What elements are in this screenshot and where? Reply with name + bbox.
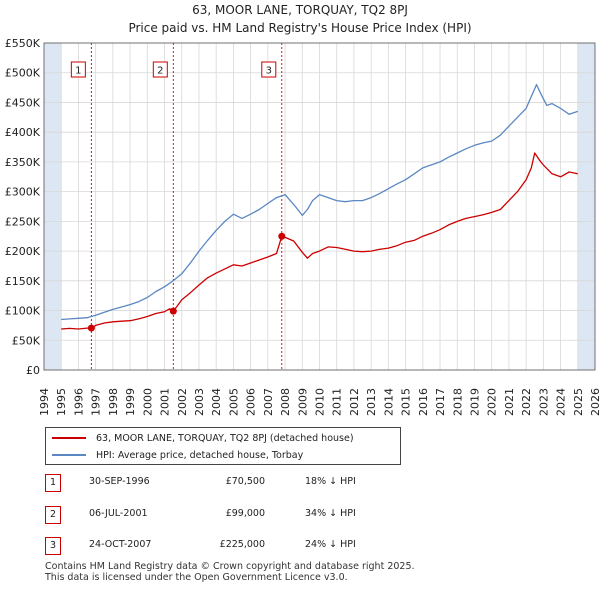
transaction-number: 2 [45,506,61,524]
x-tick-label: 2023 [537,388,550,416]
x-tick-label: 2001 [159,388,172,416]
x-tick-label: 1996 [72,388,85,416]
y-tick-label: £500K [5,67,41,80]
y-tick-label: £350K [5,156,41,169]
x-tick-label: 2018 [451,388,464,416]
x-tick-label: 2002 [176,388,189,416]
y-tick-label: £450K [5,96,41,109]
transaction-date: 30-SEP-1996 [89,476,150,487]
transaction-label-text: 1 [75,66,81,77]
x-tick-label: 2003 [193,388,206,416]
x-tick-label: 2013 [365,388,378,416]
x-tick-label: 2014 [382,388,395,416]
footer-line-1: Contains HM Land Registry data © Crown c… [45,561,415,572]
x-tick-label: 2020 [486,388,499,416]
transaction-label-text: 3 [266,66,272,77]
x-tick-label: 2009 [296,388,309,416]
x-tick-label: 2016 [417,388,430,416]
transaction-point [169,307,177,315]
transaction-label-box [152,61,168,78]
y-tick-label: £150K [5,275,41,288]
x-tick-label: 2004 [210,388,223,416]
transaction-price: £225,000 [219,539,265,550]
y-tick-label: £300K [5,186,41,199]
hpi-line [61,83,579,321]
transaction-number: 3 [45,537,61,555]
transaction-hpi-diff: 24% ↓ HPI [305,539,356,550]
legend-label-property: 63, MOOR LANE, TORQUAY, TQ2 8PJ (detache… [96,432,354,444]
x-tick-label: 1995 [55,388,68,416]
x-tick-label: 2006 [245,388,258,416]
y-tick-label: £550K [5,37,41,50]
transaction-date: 24-OCT-2007 [89,539,152,550]
y-tick-label: £100K [5,305,41,318]
table-row: 3 24-OCT-2007 £225,000 24% ↓ HPI [45,537,405,555]
x-tick-label: 2024 [555,388,568,416]
shaded-region [44,43,62,370]
x-tick-label: 2008 [279,388,292,416]
x-tick-label: 2010 [314,388,327,416]
legend-item-property: 63, MOOR LANE, TORQUAY, TQ2 8PJ (detache… [52,430,354,446]
footer-line-2: This data is licensed under the Open Gov… [45,572,348,583]
x-tick-label: 2007 [262,388,275,416]
x-tick-label: 2000 [141,388,154,416]
legend-label-hpi: HPI: Average price, detached house, Torb… [96,449,304,461]
transaction-label-box [261,61,277,78]
transaction-label-box [70,61,86,78]
x-tick-label: 2022 [520,388,533,416]
transaction-point [278,232,286,240]
shaded-region [577,43,595,370]
x-tick-label: 2017 [434,388,447,416]
hpi-line-swatch [52,454,86,456]
legend-item-hpi: HPI: Average price, detached house, Torb… [52,447,303,463]
table-row: 2 06-JUL-2001 £99,000 34% ↓ HPI [45,506,405,524]
property-price-line [61,152,578,330]
legend: 63, MOOR LANE, TORQUAY, TQ2 8PJ (detache… [45,427,401,465]
x-tick-label: 2019 [468,388,481,416]
x-tick-label: 1994 [38,388,51,416]
transaction-hpi-diff: 34% ↓ HPI [305,508,356,519]
transaction-hpi-diff: 18% ↓ HPI [305,476,356,487]
y-tick-label: £0 [26,364,40,377]
property-line-swatch [52,437,86,439]
y-tick-label: £50K [12,334,41,347]
transaction-price: £70,500 [225,476,265,487]
x-tick-label: 2012 [348,388,361,416]
chart-subtitle: Price paid vs. HM Land Registry's House … [128,21,472,35]
x-tick-label: 1998 [107,388,120,416]
table-row: 1 30-SEP-1996 £70,500 18% ↓ HPI [45,474,405,492]
x-tick-label: 2005 [227,388,240,416]
transaction-point [87,324,95,332]
chart-title: 63, MOOR LANE, TORQUAY, TQ2 8PJ [192,3,408,17]
y-tick-label: £250K [5,215,41,228]
transaction-label-text: 2 [157,66,163,77]
x-tick-label: 2025 [572,388,585,416]
y-tick-label: £200K [5,245,41,258]
x-tick-label: 2026 [589,388,600,416]
x-tick-label: 2015 [400,388,413,416]
x-tick-label: 1997 [90,388,103,416]
transaction-number: 1 [45,474,61,492]
footer-attribution: Contains HM Land Registry data © Crown c… [45,561,415,583]
transaction-date: 06-JUL-2001 [89,508,148,519]
plot-border [43,42,596,371]
y-tick-label: £400K [5,126,41,139]
x-tick-label: 1999 [124,388,137,416]
x-tick-label: 2011 [331,388,344,416]
transaction-price: £99,000 [225,508,265,519]
price-chart: £0 £50K £100K £150K £200K £250K £300K £350K £400… [5,37,600,416]
x-tick-label: 2021 [503,388,516,416]
